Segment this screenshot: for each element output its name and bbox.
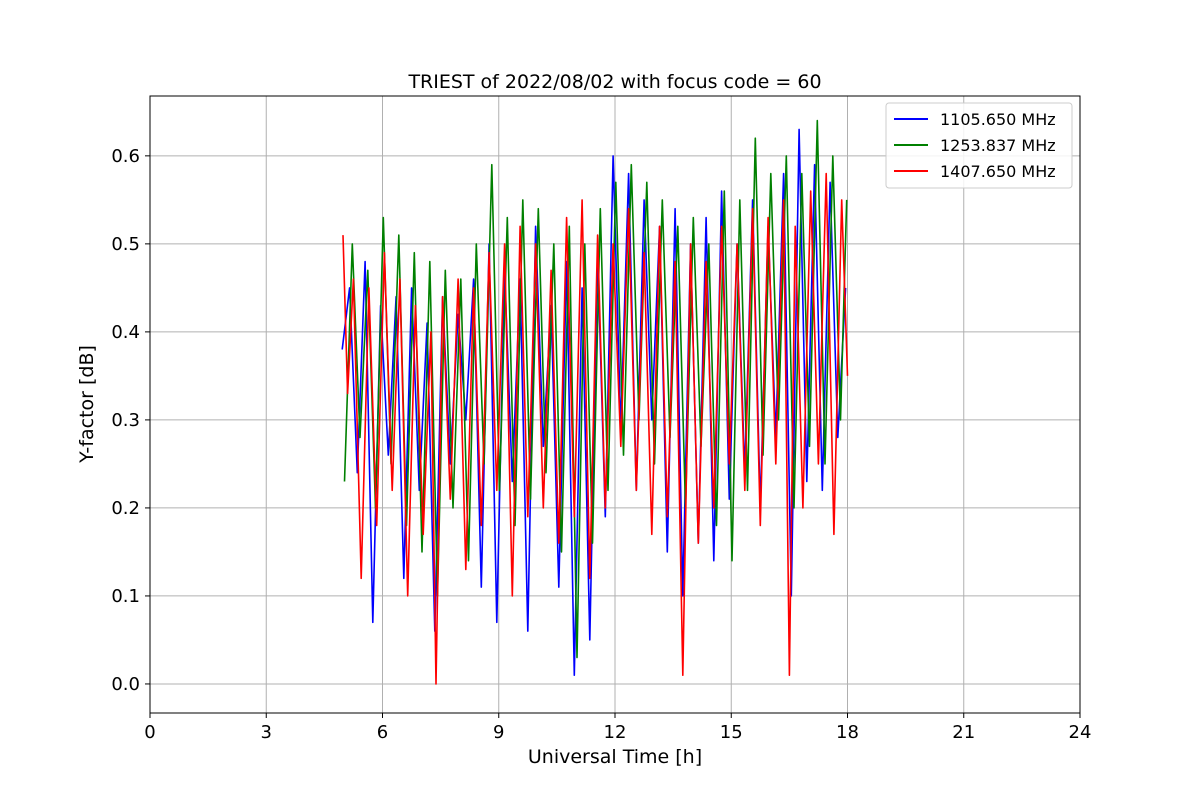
legend: 1105.650 MHz 1253.837 MHz 1407.650 MHz bbox=[885, 102, 1073, 189]
x-tick-label: 6 bbox=[377, 722, 388, 743]
y-axis-ticks: 0.0 0.1 0.2 0.3 0.4 0.5 0.6 bbox=[111, 146, 150, 695]
y-tick-label: 0.1 bbox=[111, 586, 140, 607]
x-tick-label: 21 bbox=[952, 722, 975, 743]
legend-box bbox=[885, 102, 1073, 189]
plot-series bbox=[341, 119, 849, 685]
y-tick-label: 0.3 bbox=[111, 410, 140, 431]
x-tick-label: 18 bbox=[836, 722, 859, 743]
y-tick-label: 0.6 bbox=[111, 146, 140, 167]
x-tick-label: 0 bbox=[144, 722, 155, 743]
y-axis-label: Y-factor [dB] bbox=[76, 345, 98, 464]
y-tick-label: 0.5 bbox=[111, 234, 140, 255]
x-tick-label: 15 bbox=[720, 722, 743, 743]
y-tick-label: 0.4 bbox=[111, 322, 140, 343]
y-tick-label: 0.2 bbox=[111, 498, 140, 519]
x-tick-label: 3 bbox=[261, 722, 272, 743]
x-axis-ticks: 0 3 6 9 12 15 18 21 24 bbox=[144, 713, 1091, 743]
x-tick-label: 9 bbox=[493, 722, 504, 743]
series-line bbox=[343, 119, 848, 659]
series-line bbox=[342, 172, 849, 685]
y-tick-label: 0.0 bbox=[111, 674, 140, 695]
x-axis-label: Universal Time [h] bbox=[528, 746, 702, 768]
legend-label: 1105.650 MHz bbox=[940, 110, 1056, 129]
legend-label: 1407.650 MHz bbox=[940, 162, 1056, 181]
x-tick-label: 12 bbox=[604, 722, 627, 743]
x-tick-label: 24 bbox=[1069, 722, 1092, 743]
chart-title: TRIEST of 2022/08/02 with focus code = 6… bbox=[407, 71, 821, 93]
legend-label: 1253.837 MHz bbox=[940, 136, 1056, 155]
